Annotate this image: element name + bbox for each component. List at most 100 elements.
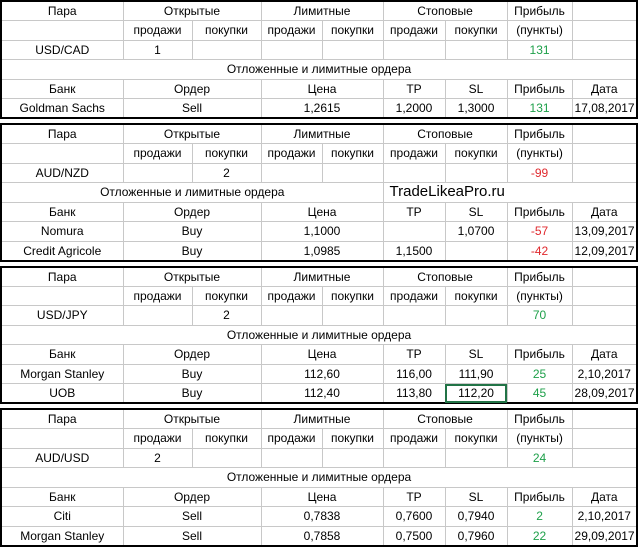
empty-cell[interactable]	[0, 143, 124, 164]
order-date[interactable]: 28,09,2017	[571, 383, 639, 404]
header-limit-buy[interactable]: покупки	[321, 428, 384, 449]
header-sl[interactable]: SL	[444, 344, 508, 365]
order-profit[interactable]: 2	[506, 506, 573, 527]
header-stop[interactable]: Стоповые	[382, 408, 508, 429]
header-tp[interactable]: TP	[382, 78, 446, 99]
header-pair[interactable]: Пара	[0, 408, 124, 429]
order-tp[interactable]: 113,80	[382, 383, 446, 404]
open-sell-value[interactable]: 2	[122, 447, 193, 468]
header-date[interactable]: Дата	[571, 78, 639, 99]
header-profit[interactable]: Прибыль	[506, 78, 573, 99]
order-price[interactable]: 1,0985	[260, 240, 384, 262]
header-profit[interactable]: Прибыль	[506, 486, 573, 507]
order-type[interactable]: Sell	[122, 525, 262, 547]
pending-orders-title[interactable]: Отложенные и лимитные ордера	[0, 59, 639, 80]
header-profit[interactable]: Прибыль	[506, 265, 573, 287]
header-bank[interactable]: Банк	[0, 344, 124, 365]
empty-cell[interactable]	[571, 447, 639, 468]
stop-buy-value[interactable]	[444, 162, 508, 183]
header-open-buy[interactable]: покупки	[191, 428, 262, 449]
open-buy-value[interactable]: 2	[191, 162, 262, 183]
header-stop-sell[interactable]: продажи	[382, 285, 446, 306]
order-sl[interactable]: 1,3000	[444, 98, 508, 119]
open-sell-value[interactable]	[122, 305, 193, 326]
header-profit[interactable]: Прибыль	[506, 0, 573, 21]
header-tp[interactable]: TP	[382, 486, 446, 507]
empty-cell[interactable]	[571, 408, 639, 429]
order-date[interactable]: 12,09,2017	[571, 240, 639, 262]
order-price[interactable]: 1,2615	[260, 98, 384, 119]
header-order[interactable]: Ордер	[122, 486, 262, 507]
empty-cell[interactable]	[0, 20, 124, 41]
header-profit[interactable]: Прибыль	[506, 123, 573, 144]
header-stop-buy[interactable]: покупки	[444, 143, 508, 164]
stop-sell-value[interactable]	[382, 39, 446, 60]
header-open[interactable]: Открытые	[122, 265, 262, 287]
header-limit-buy[interactable]: покупки	[321, 285, 384, 306]
order-bank[interactable]: Citi	[0, 506, 124, 527]
header-limit-sell[interactable]: продажи	[260, 20, 323, 41]
header-open-buy[interactable]: покупки	[191, 285, 262, 306]
header-stop[interactable]: Стоповые	[382, 265, 508, 287]
header-limit[interactable]: Лимитные	[260, 123, 384, 144]
pending-orders-title[interactable]: Отложенные и лимитные ордера	[0, 467, 639, 488]
header-stop[interactable]: Стоповые	[382, 0, 508, 21]
pair-profit-value[interactable]: -99	[506, 162, 573, 183]
pair-profit-value[interactable]: 70	[506, 305, 573, 326]
header-order[interactable]: Ордер	[122, 201, 262, 222]
header-limit-sell[interactable]: продажи	[260, 285, 323, 306]
header-order[interactable]: Ордер	[122, 344, 262, 365]
header-stop[interactable]: Стоповые	[382, 123, 508, 144]
header-limit[interactable]: Лимитные	[260, 265, 384, 287]
order-tp[interactable]: 0,7600	[382, 506, 446, 527]
order-sl[interactable]: 111,90	[444, 363, 508, 384]
order-price[interactable]: 1,1000	[260, 221, 384, 242]
order-bank[interactable]: UOB	[0, 383, 124, 404]
header-open-sell[interactable]: продажи	[122, 285, 193, 306]
header-order[interactable]: Ордер	[122, 78, 262, 99]
header-profit[interactable]: Прибыль	[506, 201, 573, 222]
header-price[interactable]: Цена	[260, 201, 384, 222]
header-date[interactable]: Дата	[571, 344, 639, 365]
header-tp[interactable]: TP	[382, 201, 446, 222]
order-bank[interactable]: Morgan Stanley	[0, 363, 124, 384]
header-limit[interactable]: Лимитные	[260, 0, 384, 21]
empty-cell[interactable]	[571, 0, 639, 21]
order-price[interactable]: 112,60	[260, 363, 384, 384]
header-pair[interactable]: Пара	[0, 0, 124, 21]
limit-buy-value[interactable]	[321, 39, 384, 60]
order-profit[interactable]: 45	[506, 383, 573, 404]
order-price[interactable]: 112,40	[260, 383, 384, 404]
empty-cell[interactable]	[571, 305, 639, 326]
header-price[interactable]: Цена	[260, 486, 384, 507]
order-tp[interactable]	[382, 221, 446, 242]
order-profit[interactable]: -57	[506, 221, 573, 242]
order-profit[interactable]: 25	[506, 363, 573, 384]
stop-sell-value[interactable]	[382, 447, 446, 468]
header-limit-sell[interactable]: продажи	[260, 428, 323, 449]
empty-cell[interactable]	[571, 265, 639, 287]
limit-buy-value[interactable]	[321, 447, 384, 468]
header-points[interactable]: (пункты)	[506, 20, 573, 41]
header-pair[interactable]: Пара	[0, 123, 124, 144]
header-tp[interactable]: TP	[382, 344, 446, 365]
order-date[interactable]: 13,09,2017	[571, 221, 639, 242]
limit-sell-value[interactable]	[260, 162, 323, 183]
limit-sell-value[interactable]	[260, 305, 323, 326]
order-type[interactable]: Sell	[122, 506, 262, 527]
header-open-sell[interactable]: продажи	[122, 20, 193, 41]
order-type[interactable]: Sell	[122, 98, 262, 119]
header-profit[interactable]: Прибыль	[506, 344, 573, 365]
empty-cell[interactable]	[571, 285, 639, 306]
header-bank[interactable]: Банк	[0, 78, 124, 99]
open-buy-value[interactable]: 2	[191, 305, 262, 326]
order-date[interactable]: 2,10,2017	[571, 506, 639, 527]
header-sl[interactable]: SL	[444, 78, 508, 99]
order-price[interactable]: 0,7858	[260, 525, 384, 547]
order-tp[interactable]: 0,7500	[382, 525, 446, 547]
order-tp[interactable]: 116,00	[382, 363, 446, 384]
header-profit[interactable]: Прибыль	[506, 408, 573, 429]
limit-sell-value[interactable]	[260, 447, 323, 468]
empty-cell[interactable]	[571, 162, 639, 183]
open-buy-value[interactable]	[191, 39, 262, 60]
